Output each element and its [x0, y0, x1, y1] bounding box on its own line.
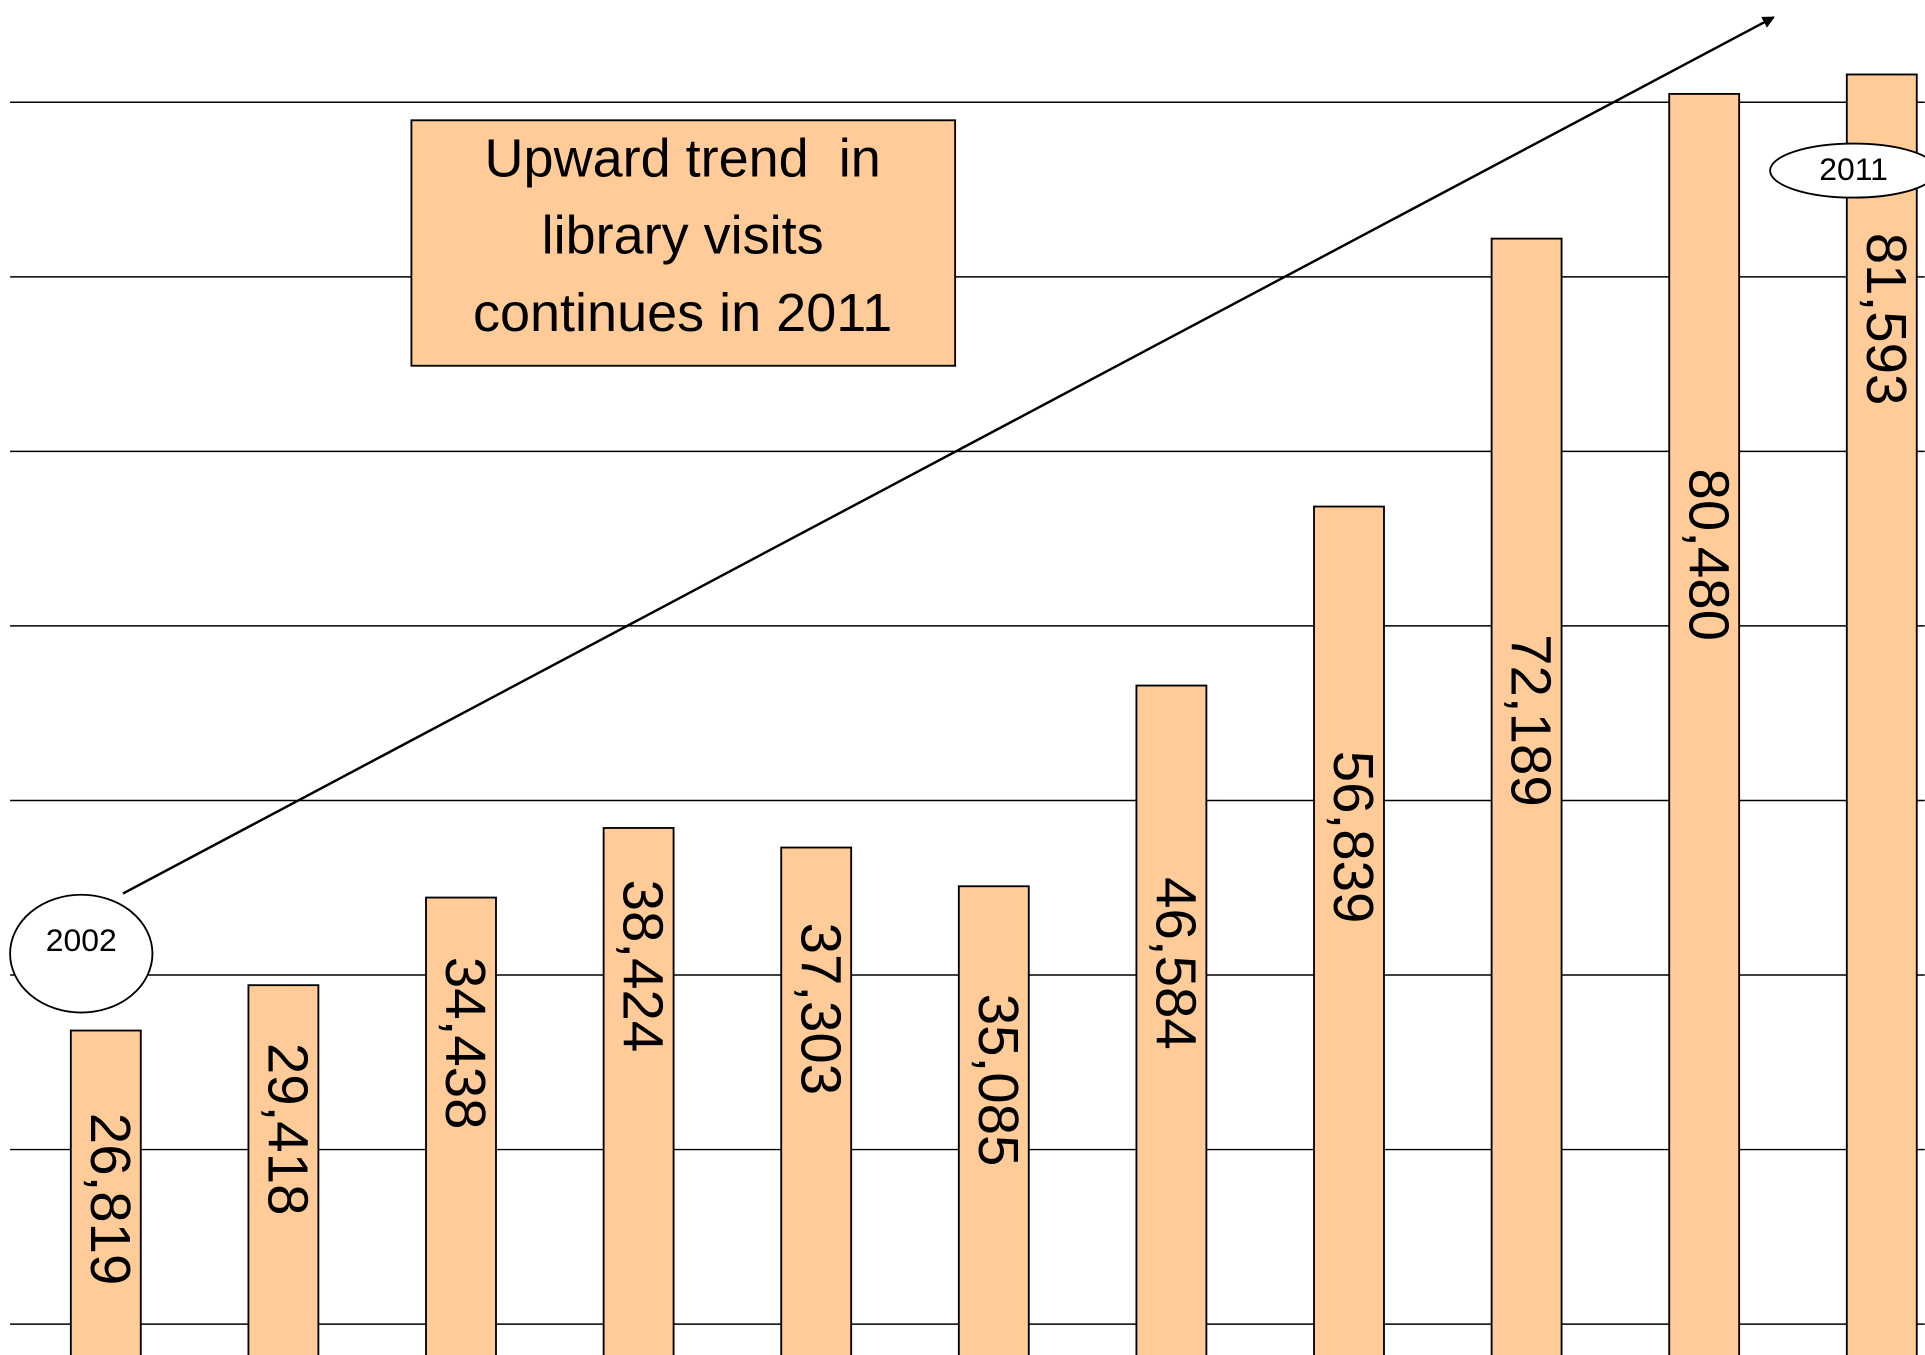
bar	[1135, 684, 1208, 1355]
value-label: 34,438	[434, 957, 497, 1130]
bar	[1845, 73, 1918, 1355]
value-label: 72,189	[1500, 634, 1563, 807]
value-label: 35,085	[967, 994, 1030, 1167]
bar	[780, 846, 853, 1355]
start-label: 2002	[46, 922, 117, 958]
annotation-line: Upward trend in	[485, 128, 881, 188]
bar	[1313, 505, 1385, 1355]
value-label: 81,593	[1855, 233, 1918, 406]
bar	[957, 885, 1030, 1355]
value-label: 37,303	[789, 923, 852, 1096]
end-ellipse	[1769, 142, 1925, 199]
value-label: 46,584	[1144, 877, 1207, 1050]
bar	[1490, 237, 1563, 1355]
value-label: 80,480	[1677, 468, 1740, 641]
trend-arrow	[122, 16, 1775, 895]
bar	[425, 896, 497, 1355]
bar	[1668, 92, 1741, 1355]
annotation-line: library visits	[542, 206, 824, 266]
start-ellipse	[9, 893, 154, 1014]
bar	[247, 984, 320, 1355]
bar	[69, 1029, 142, 1355]
bars	[69, 73, 1918, 1355]
value-label: 38,424	[612, 880, 675, 1053]
annotation-box	[410, 119, 957, 367]
value-label: 56,839	[1322, 751, 1385, 924]
value-label: 29,418	[256, 1043, 319, 1216]
annotation-line: continues in 2011	[473, 283, 892, 343]
value-label: 26,819	[79, 1113, 142, 1286]
end-label: 2011	[1819, 151, 1888, 187]
bar	[602, 827, 675, 1355]
